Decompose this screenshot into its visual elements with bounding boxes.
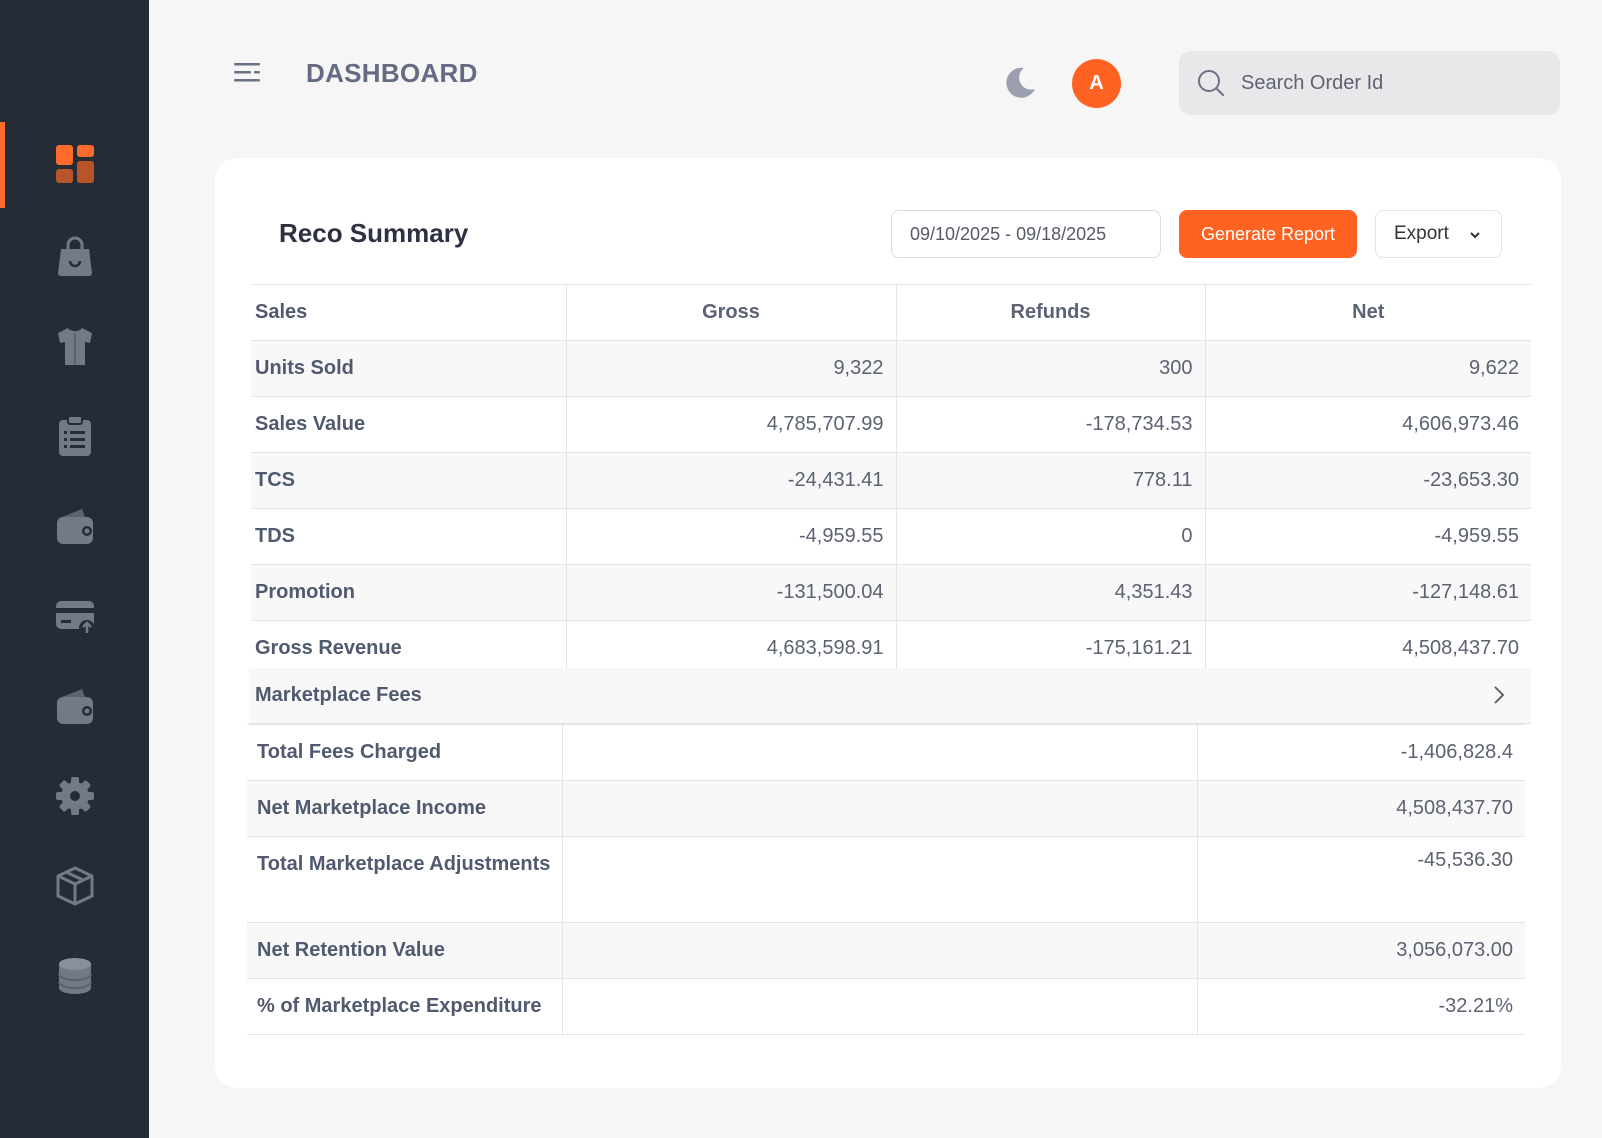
refunds-cell: 4,351.43 <box>895 564 1205 621</box>
table-row: Net Marketplace Income 4,508,437.70 <box>247 780 1525 837</box>
net-cell: -4,959.55 <box>1204 508 1531 565</box>
column-header-gross: Gross <box>565 284 896 341</box>
sidebar-item-dashboard[interactable] <box>0 122 149 208</box>
row-label: Sales Value <box>251 396 566 453</box>
theme-toggle-button[interactable] <box>1002 65 1038 101</box>
table-row: TDS -4,959.55 0 -4,959.55 <box>251 508 1531 565</box>
reco-summary-card: Reco Summary 09/10/2025 - 09/18/2025 Gen… <box>215 158 1561 1088</box>
empty-cell <box>561 780 1197 837</box>
sidebar-item-payments[interactable] <box>0 574 149 658</box>
search-bar <box>1179 51 1560 115</box>
value-cell: 4,508,437.70 <box>1196 780 1525 837</box>
menu-toggle-button[interactable] <box>232 60 262 86</box>
search-input[interactable] <box>1241 71 1541 95</box>
row-label: Promotion <box>251 564 566 621</box>
table-row: Total Fees Charged -1,406,828.4 <box>247 724 1525 781</box>
gross-cell: 9,322 <box>565 340 896 397</box>
clipboard-list-icon <box>58 415 91 456</box>
row-label: Total Fees Charged <box>247 724 562 781</box>
net-cell: -127,148.61 <box>1204 564 1531 621</box>
table-row: Sales Value 4,785,707.99 -178,734.53 4,6… <box>251 396 1531 453</box>
table-row: % of Marketplace Expenditure -32.21% <box>247 978 1525 1035</box>
export-label: Export <box>1394 223 1449 244</box>
chevron-right-icon <box>1494 686 1505 704</box>
table-row: Promotion -131,500.04 4,351.43 -127,148.… <box>251 564 1531 621</box>
sidebar-item-inventory[interactable] <box>0 844 149 928</box>
gross-cell: 4,785,707.99 <box>565 396 896 453</box>
refunds-cell: 778.11 <box>895 452 1205 509</box>
row-label: Total Marketplace Adjustments <box>247 836 562 923</box>
empty-cell <box>561 978 1197 1035</box>
column-header-sales: Sales <box>251 284 566 341</box>
column-header-net: Net <box>1204 284 1531 341</box>
wallet-icon <box>56 509 93 544</box>
sidebar-item-wallet[interactable] <box>0 484 149 568</box>
wallet-icon <box>56 689 93 724</box>
marketplace-fees-label: Marketplace Fees <box>255 684 422 706</box>
sidebar-item-orders[interactable] <box>0 214 149 298</box>
gross-cell: -131,500.04 <box>565 564 896 621</box>
sidebar-item-data[interactable] <box>0 934 149 1018</box>
gross-cell: -24,431.41 <box>565 452 896 509</box>
table-header-row: Sales Gross Refunds Net <box>251 284 1531 341</box>
refunds-cell: 0 <box>895 508 1205 565</box>
row-label: Units Sold <box>251 340 566 397</box>
row-label: TDS <box>251 508 566 565</box>
summary-table: Total Fees Charged -1,406,828.4 Net Mark… <box>247 724 1525 1035</box>
sidebar <box>0 0 149 1138</box>
tshirt-icon <box>57 328 92 365</box>
shopping-bag-icon <box>57 236 92 276</box>
avatar[interactable]: A <box>1072 59 1121 108</box>
card-upload-icon <box>55 601 95 636</box>
row-label: Net Marketplace Income <box>247 780 562 837</box>
moon-icon <box>1003 66 1035 98</box>
sidebar-item-wallet-2[interactable] <box>0 664 149 748</box>
refunds-cell: -178,734.53 <box>895 396 1205 453</box>
search-icon <box>1198 70 1224 96</box>
sidebar-item-settings[interactable] <box>0 754 149 838</box>
row-label: Gross Revenue <box>251 620 566 677</box>
export-dropdown[interactable]: Export <box>1375 210 1502 258</box>
gear-icon <box>55 777 94 815</box>
table-row: TCS -24,431.41 778.11 -23,653.30 <box>251 452 1531 509</box>
refunds-cell: -175,161.21 <box>895 620 1205 677</box>
marketplace-fees-expander[interactable]: Marketplace Fees <box>249 668 1531 724</box>
sidebar-item-products[interactable] <box>0 304 149 388</box>
empty-cell <box>561 724 1197 781</box>
value-cell: -1,406,828.4 <box>1196 724 1525 781</box>
empty-cell <box>561 922 1197 979</box>
table-row: Total Marketplace Adjustments -45,536.30 <box>247 836 1525 923</box>
net-cell: 4,508,437.70 <box>1204 620 1531 677</box>
page-title: DASHBOARD <box>306 58 478 88</box>
table-row: Units Sold 9,322 300 9,622 <box>251 340 1531 397</box>
row-label: % of Marketplace Expenditure <box>247 978 562 1035</box>
sidebar-item-reports[interactable] <box>0 394 149 478</box>
empty-cell <box>561 836 1197 923</box>
net-cell: 9,622 <box>1204 340 1531 397</box>
column-header-refunds: Refunds <box>895 284 1205 341</box>
card-title: Reco Summary <box>279 218 469 248</box>
table-row: Gross Revenue 4,683,598.91 -175,161.21 4… <box>251 620 1531 677</box>
refunds-cell: 300 <box>895 340 1205 397</box>
gross-cell: -4,959.55 <box>565 508 896 565</box>
generate-report-button[interactable]: Generate Report <box>1179 210 1357 258</box>
row-label: TCS <box>251 452 566 509</box>
row-label: Net Retention Value <box>247 922 562 979</box>
net-cell: 4,606,973.46 <box>1204 396 1531 453</box>
database-icon <box>57 958 92 994</box>
dashboard-icon <box>55 145 94 183</box>
hamburger-menu-icon <box>234 63 260 82</box>
net-cell: -23,653.30 <box>1204 452 1531 509</box>
package-icon <box>56 866 93 906</box>
value-cell: -32.21% <box>1196 978 1525 1035</box>
value-cell: 3,056,073.00 <box>1196 922 1525 979</box>
value-cell: -45,536.30 <box>1196 836 1525 923</box>
sales-table: Sales Gross Refunds Net Units Sold 9,322… <box>251 284 1531 677</box>
date-range-picker[interactable]: 09/10/2025 - 09/18/2025 <box>891 210 1161 258</box>
chevron-down-icon <box>1470 232 1480 239</box>
table-row: Net Retention Value 3,056,073.00 <box>247 922 1525 979</box>
gross-cell: 4,683,598.91 <box>565 620 896 677</box>
